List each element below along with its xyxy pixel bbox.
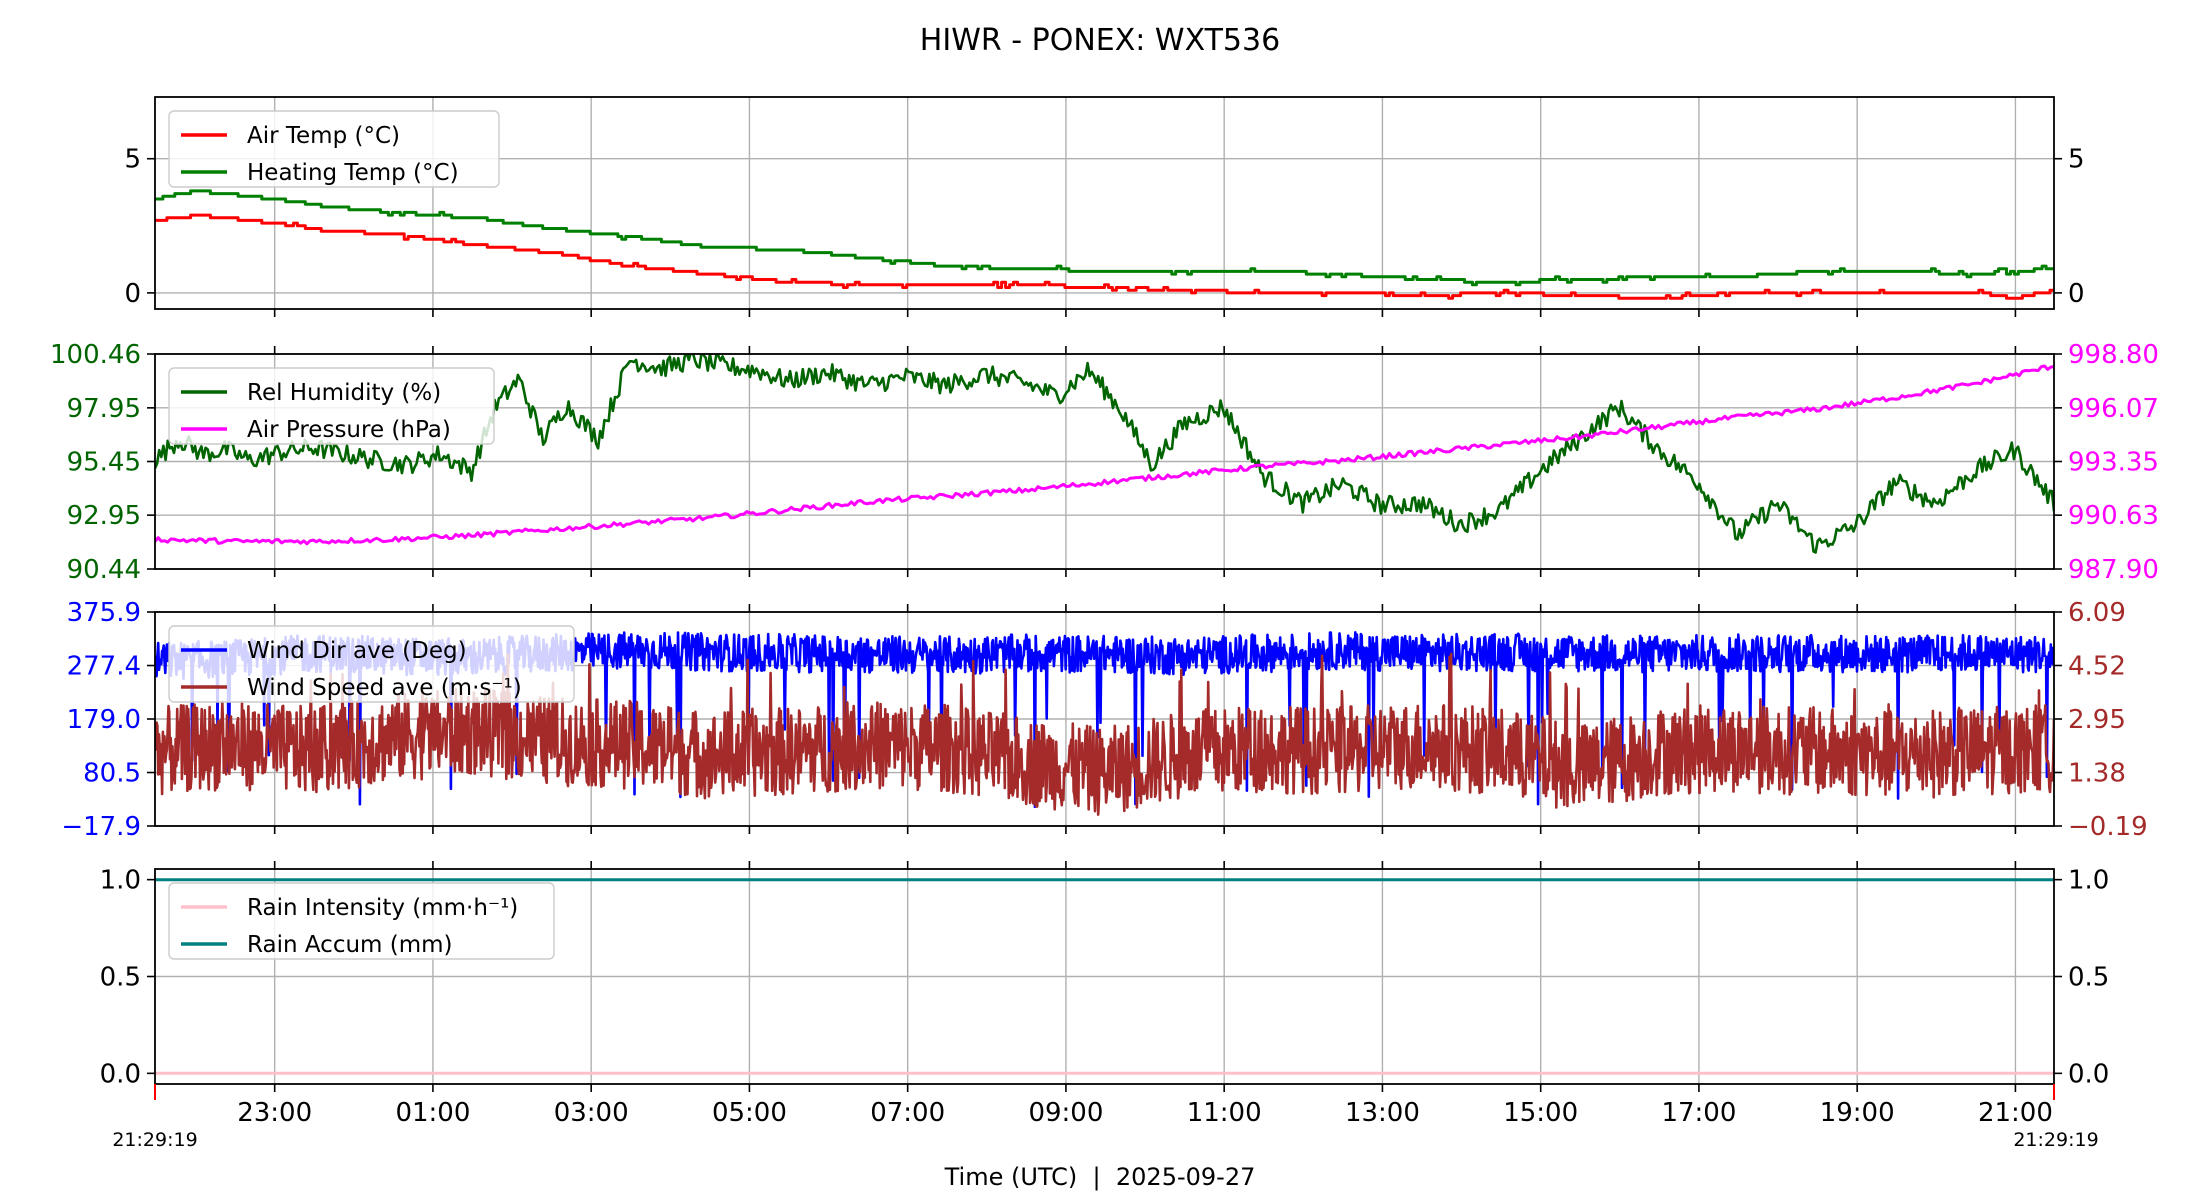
y-tick-label: 92.95: [67, 501, 141, 531]
series-line: [155, 354, 2054, 554]
x-tick-label: 17:00: [1661, 1098, 1736, 1128]
right-y-tick-label: 0.0: [2068, 1059, 2109, 1089]
x-tick-label: 03:00: [554, 1098, 629, 1128]
x-tick-label: 15:00: [1503, 1098, 1578, 1128]
legend-wind: Wind Dir ave (Deg) Wind Speed ave (m·s⁻¹): [168, 625, 575, 703]
legend-label: Air Temp (°C): [247, 123, 400, 149]
left-y-axis: 05: [124, 145, 155, 309]
x-tick-label: 19:00: [1820, 1098, 1895, 1128]
right-y-tick-label: −0.19: [2068, 812, 2148, 842]
legend-label: Rain Accum (mm): [247, 932, 453, 958]
series-line: [155, 364, 2054, 546]
panel-humidity-pressure: 90.44 92.95 95.45 97.95 100.46 987.90 990.63 99…: [50, 340, 2159, 585]
y-tick-label: 95.45: [67, 448, 141, 478]
legend-rain: Rain Intensity (mm·h⁻¹) Rain Accum (mm): [168, 882, 555, 960]
left-y-axis: 0.0 0.5 1.0: [100, 866, 155, 1089]
legend-humidity-pressure: Rel Humidity (%) Air Pressure (hPa): [168, 367, 495, 445]
series-rain: [155, 878, 2054, 1075]
x-axis-start-label: 21:29:19: [112, 1129, 197, 1151]
legend-label: Heating Temp (°C): [247, 160, 459, 186]
y-tick-label: 90.44: [67, 555, 141, 585]
right-y-tick-label: 0: [2068, 279, 2085, 309]
right-y-tick-label: 1.38: [2068, 759, 2126, 789]
series-line: [155, 213, 2054, 300]
right-y-axis: 0.0 0.5 1.0: [2054, 866, 2109, 1089]
x-tick-label: 05:00: [712, 1098, 787, 1128]
legend-label: Wind Dir ave (Deg): [247, 638, 467, 664]
right-y-tick-label: 5: [2068, 145, 2085, 175]
right-y-tick-label: 998.80: [2068, 340, 2159, 370]
x-tick-label: 01:00: [395, 1098, 470, 1128]
y-tick-label: 97.95: [67, 394, 141, 424]
right-y-tick-label: 996.07: [2068, 394, 2159, 424]
x-tick-label: 21:00: [1978, 1098, 2053, 1128]
x-tick-label: 23:00: [237, 1098, 312, 1128]
y-tick-label: 80.5: [83, 759, 141, 789]
right-y-axis: 05: [2054, 145, 2085, 309]
series-temperature: [155, 189, 2054, 300]
right-y-tick-label: 6.09: [2068, 598, 2126, 628]
right-y-tick-label: 993.35: [2068, 448, 2159, 478]
panel-frame: [154, 96, 2055, 310]
left-y-axis: 90.44 92.95 95.45 97.95 100.46: [50, 340, 155, 585]
right-y-tick-label: 1.0: [2068, 866, 2109, 896]
panel-wind: −17.9 80.5 179.0 277.4 375.9 −0.19 1.38 2.95 4.5…: [61, 598, 2147, 842]
y-tick-label: 277.4: [67, 652, 141, 682]
right-y-axis: −0.19 1.38 2.95 4.52 6.09: [2054, 598, 2148, 842]
x-tick-label: 11:00: [1187, 1098, 1262, 1128]
right-y-tick-label: 987.90: [2068, 555, 2159, 585]
legend-label: Air Pressure (hPa): [247, 417, 451, 443]
x-axis: 23:00 01:00 03:00 05:00 07:00 09:00 11:00 13:00…: [154, 1084, 2055, 1128]
legend-box: [168, 882, 555, 960]
y-tick-label: 0: [124, 279, 141, 309]
left-y-axis: −17.9 80.5 179.0 277.4 375.9: [61, 598, 155, 842]
right-y-axis: 987.90 990.63 993.35 996.07 998.80: [2054, 340, 2159, 585]
y-tick-label: 0.0: [100, 1059, 141, 1089]
y-tick-label: 1.0: [100, 866, 141, 896]
series-humidity-pressure: [155, 354, 2054, 554]
right-y-tick-label: 2.95: [2068, 705, 2126, 735]
y-tick-label: 100.46: [50, 340, 141, 370]
panel-rain: 0.0 0.5 1.0 0.0 0.5 1.0 Rain Intensity (mm·h⁻¹…: [100, 861, 2109, 1092]
series-line: [155, 652, 2054, 816]
x-tick-label: 09:00: [1028, 1098, 1103, 1128]
figure-title: HIWR - PONEX: WXT536: [920, 23, 1280, 58]
right-y-tick-label: 0.5: [2068, 963, 2109, 993]
legend-box: [168, 625, 575, 703]
x-tick-label: 13:00: [1345, 1098, 1420, 1128]
legend-box: [168, 367, 495, 445]
legend-box: [168, 110, 500, 188]
x-tick-label: 07:00: [870, 1098, 945, 1128]
x-axis-label: Time (UTC) | 2025-09-27: [944, 1163, 1256, 1191]
legend-label: Wind Speed ave (m·s⁻¹): [247, 675, 522, 701]
right-y-tick-label: 4.52: [2068, 652, 2126, 682]
right-y-tick-label: 990.63: [2068, 501, 2159, 531]
x-axis-end-label: 21:29:19: [2013, 1129, 2098, 1151]
legend-label: Rel Humidity (%): [247, 380, 441, 406]
series-line: [155, 189, 2054, 287]
y-tick-label: −17.9: [61, 812, 141, 842]
y-tick-label: 5: [124, 145, 141, 175]
legend-label: Rain Intensity (mm·h⁻¹): [247, 895, 518, 921]
y-tick-label: 375.9: [67, 598, 141, 628]
legend-temperature: Air Temp (°C) Heating Temp (°C): [168, 110, 500, 188]
y-tick-label: 179.0: [67, 705, 141, 735]
y-tick-label: 0.5: [100, 963, 141, 993]
